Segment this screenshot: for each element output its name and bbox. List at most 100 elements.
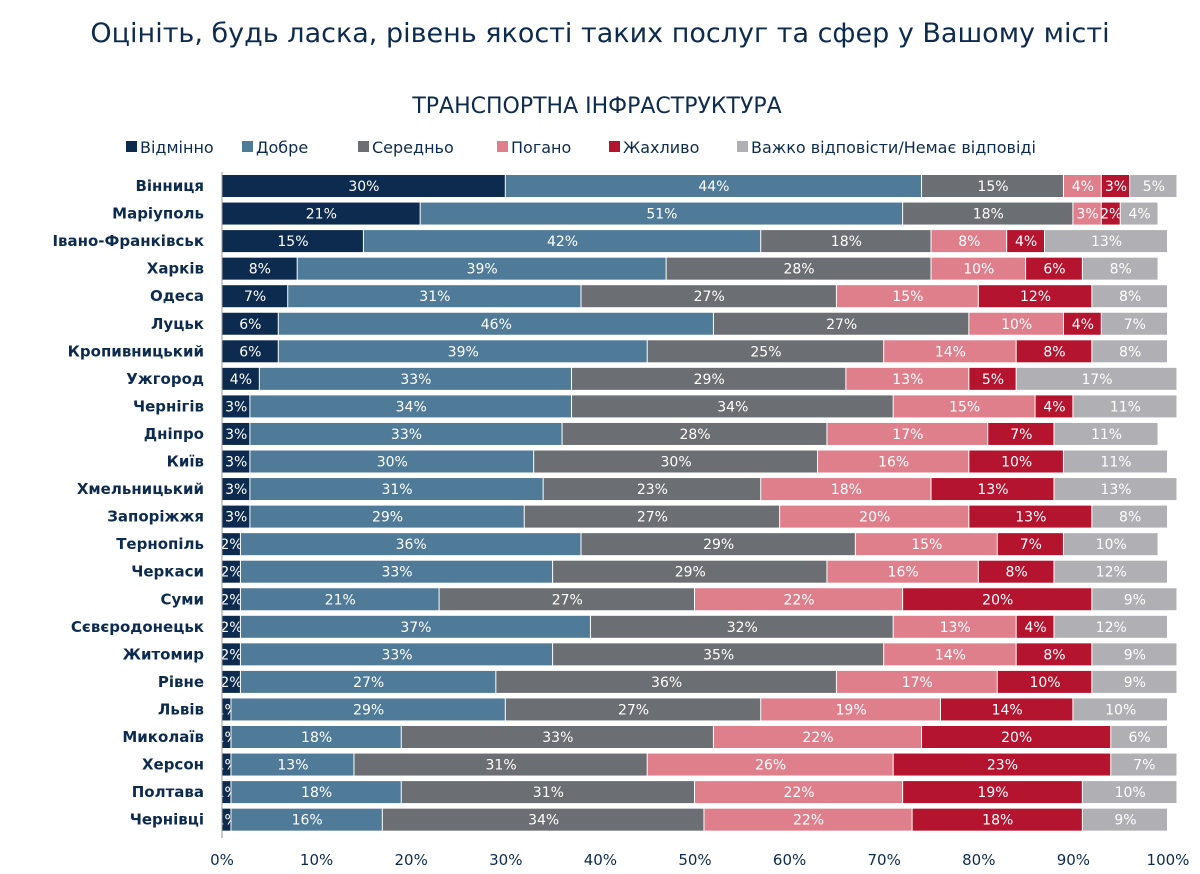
bar-row: Полтава 1% 18% 31% 22% 19% 10%	[132, 781, 1177, 804]
category-label: Харків	[147, 260, 204, 278]
data-label: 4%	[1015, 234, 1037, 250]
data-label: 26%	[755, 758, 786, 774]
data-label: 46%	[481, 317, 512, 333]
bar-segment	[222, 340, 278, 363]
data-label: 15%	[911, 537, 942, 553]
data-label: 2%	[220, 620, 242, 636]
data-label: 29%	[694, 372, 725, 388]
bar-segment	[222, 257, 297, 280]
bar-segment	[543, 478, 761, 501]
category-label: Дніпро	[144, 425, 204, 443]
bar-row: Одеса 7% 31% 27% 15% 12% 8%	[150, 285, 1167, 308]
data-label: 8%	[1043, 344, 1065, 360]
bar-segment	[222, 230, 363, 253]
data-label: 20%	[982, 592, 1013, 608]
data-label: 36%	[396, 537, 427, 553]
bar-segment	[581, 285, 836, 308]
data-label: 11%	[1091, 427, 1122, 443]
data-label: 51%	[646, 207, 677, 223]
data-label: 8%	[1119, 289, 1141, 305]
bar-segment	[903, 202, 1073, 225]
bar-segment	[1092, 643, 1177, 666]
bar-segment	[1007, 230, 1045, 253]
data-label: 8%	[958, 234, 980, 250]
bar-segment	[1111, 753, 1177, 776]
data-label: 2%	[220, 647, 242, 663]
data-label: 10%	[1029, 675, 1060, 691]
bar-segment	[231, 753, 354, 776]
bar-row: Чернігів 3% 34% 34% 15% 4% 11%	[133, 395, 1177, 418]
bar-segment	[240, 533, 581, 556]
data-label: 3%	[225, 510, 247, 526]
bar-segment	[1063, 533, 1158, 556]
data-label: 36%	[651, 675, 682, 691]
data-label: 10%	[1001, 317, 1032, 333]
bar-segment	[250, 478, 543, 501]
bar-segment	[524, 505, 780, 528]
bar-segment	[250, 505, 524, 528]
bar-segment	[1016, 615, 1054, 638]
bar-segment	[1092, 340, 1167, 363]
bar-segment	[222, 615, 240, 638]
category-label: Луцьк	[151, 315, 204, 333]
bar-segment	[363, 230, 761, 253]
data-label: 29%	[353, 702, 384, 718]
x-tick-label: 10%	[300, 851, 333, 869]
bar-segment	[572, 395, 893, 418]
bar-row: Київ 3% 30% 30% 16% 10% 11%	[167, 450, 1167, 473]
category-label: Івано-Франківськ	[52, 232, 204, 250]
data-label: 3%	[1105, 179, 1127, 195]
legend-swatch	[737, 141, 748, 152]
data-label: 12%	[1020, 289, 1051, 305]
bar-row: Тернопіль 2% 36% 29% 15% 7% 10%	[116, 533, 1158, 556]
data-label: 10%	[963, 262, 994, 278]
bar-segment	[713, 726, 922, 748]
bar-segment	[1063, 450, 1167, 473]
data-label: 8%	[1110, 262, 1132, 278]
data-label: 22%	[783, 785, 814, 801]
data-label: 20%	[859, 510, 890, 526]
data-label: 22%	[793, 813, 824, 829]
category-label: Черкаси	[131, 563, 204, 581]
data-label: 9%	[1124, 592, 1146, 608]
data-label: 13%	[1091, 234, 1122, 250]
data-label: 5%	[982, 372, 1004, 388]
bar-segment	[222, 698, 231, 721]
data-label: 30%	[348, 179, 379, 195]
data-label: 18%	[831, 482, 862, 498]
bar-segment	[534, 450, 817, 473]
bar-segment	[931, 478, 1054, 501]
bar-segment	[1063, 312, 1101, 335]
data-label: 18%	[982, 813, 1013, 829]
x-tick-label: 100%	[1147, 851, 1190, 869]
bar-segment	[1016, 643, 1092, 666]
bar-segment	[590, 615, 893, 638]
data-label: 2%	[220, 675, 242, 691]
bar-segment	[931, 257, 1026, 280]
bar-segment	[1073, 395, 1177, 418]
bar-row: Вінниця 30% 44% 15% 4% 3% 5%	[135, 175, 1177, 197]
data-label: 44%	[698, 179, 729, 195]
x-tick-label: 90%	[1057, 851, 1090, 869]
data-label: 9%	[1124, 675, 1146, 691]
data-label: 7%	[244, 289, 266, 305]
data-label: 3%	[225, 482, 247, 498]
data-label: 7%	[1133, 758, 1155, 774]
bar-segment	[222, 367, 259, 390]
bars: Вінниця 30% 44% 15% 4% 3% 5%Маріуполь 21% 51% 18%…	[52, 175, 1177, 831]
data-label: 2%	[1100, 207, 1122, 223]
data-label: 17%	[892, 427, 923, 443]
category-label: Кропивницький	[68, 342, 204, 360]
bar-segment	[1092, 505, 1167, 528]
bar-segment	[240, 588, 439, 611]
bar-segment	[278, 340, 647, 363]
data-label: 4%	[1024, 620, 1046, 636]
bar-segment	[1054, 615, 1167, 638]
bar-segment	[297, 257, 666, 280]
bar-row: Миколаїв 1% 18% 33% 22% 20% 6%	[122, 726, 1167, 748]
data-label: 34%	[717, 399, 748, 415]
x-tick-label: 70%	[868, 851, 901, 869]
data-label: 34%	[528, 813, 559, 829]
data-label: 39%	[467, 262, 498, 278]
data-label: 10%	[1105, 702, 1136, 718]
